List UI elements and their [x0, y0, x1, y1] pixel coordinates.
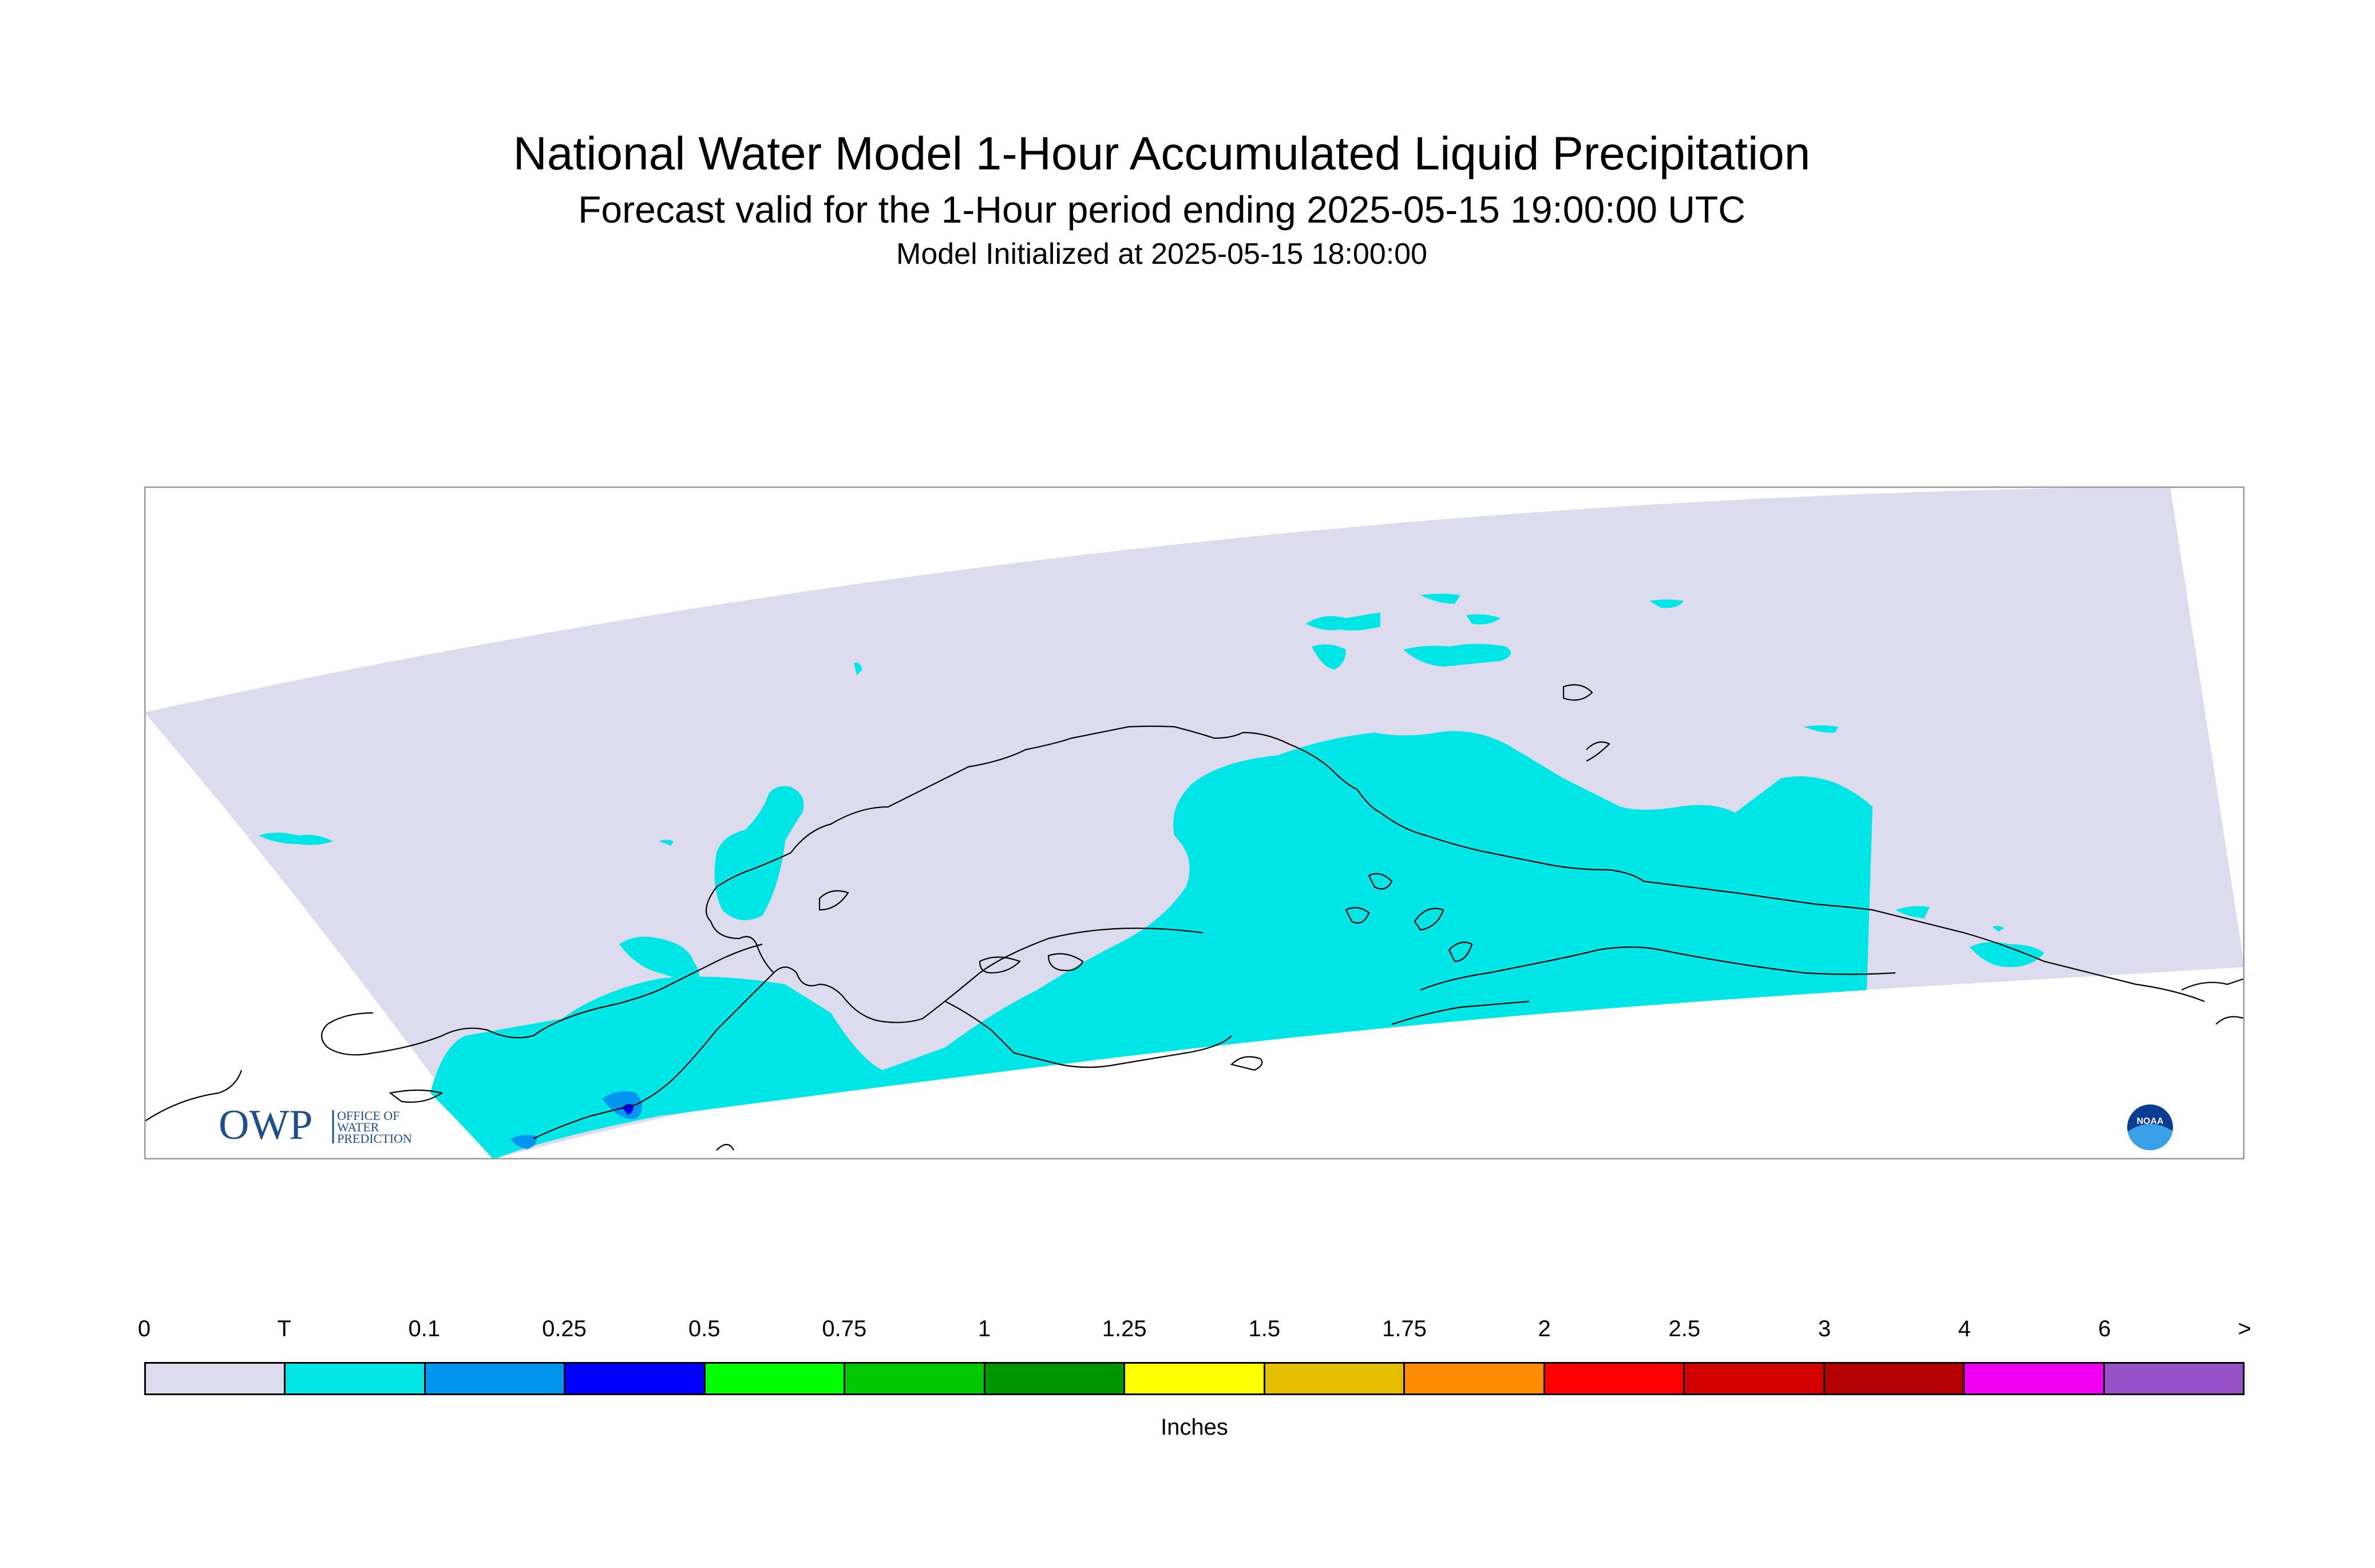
- legend-tick-label: >: [2238, 1316, 2251, 1341]
- owp-logo-letters: OWP: [219, 1102, 312, 1149]
- legend-tick-label: 0.75: [822, 1316, 867, 1341]
- legend-tick-label: 6: [2098, 1316, 2111, 1341]
- legend-swatch: [1545, 1364, 1685, 1393]
- legend-tick-label: 1.25: [1102, 1316, 1147, 1341]
- precipitation-map: OWP OFFICE OF WATER PREDICTION NOAA: [144, 486, 2245, 1159]
- precip-025-area: [622, 1104, 634, 1115]
- owp-logo-line2: WATER: [337, 1120, 379, 1134]
- noaa-logo: NOAA: [2125, 1102, 2175, 1153]
- legend-tick-label: 1: [977, 1316, 991, 1341]
- noaa-logo-text: NOAA: [2136, 1116, 2164, 1126]
- owp-logo-line1: OFFICE OF: [337, 1108, 399, 1123]
- legend-swatch: [146, 1364, 286, 1393]
- legend-swatch: [565, 1364, 706, 1393]
- legend-swatch: [705, 1364, 846, 1393]
- precip-01-area: [510, 1135, 537, 1149]
- legend-tick-label: 0.25: [542, 1316, 587, 1341]
- legend-color-bar: [144, 1362, 2245, 1395]
- legend-tick-label: 4: [1958, 1316, 1971, 1341]
- forecast-valid-subtitle: Forecast valid for the 1-Hour period end…: [578, 188, 1745, 231]
- legend-swatch: [1125, 1364, 1265, 1393]
- legend-swatch: [425, 1364, 566, 1393]
- legend-tick-label: 0.1: [408, 1316, 441, 1341]
- legend-swatch: [1685, 1364, 1825, 1393]
- legend-tick-label: T: [277, 1316, 291, 1341]
- legend-tick-label: 0: [137, 1316, 151, 1341]
- precip-01-area: [602, 1091, 642, 1119]
- legend-swatch: [1824, 1364, 1965, 1393]
- legend-swatch: [2104, 1364, 2243, 1393]
- legend-tick-label: 2: [1538, 1316, 1551, 1341]
- legend-tick-label: 1.75: [1382, 1316, 1427, 1341]
- legend-swatch: [286, 1364, 426, 1393]
- legend-swatch: [845, 1364, 985, 1393]
- legend-tick-label: 0.5: [688, 1316, 721, 1341]
- owp-logo-line3: PREDICTION: [337, 1131, 412, 1146]
- owp-logo: OWP OFFICE OF WATER PREDICTION: [219, 1102, 412, 1149]
- legend-swatch: [1265, 1364, 1406, 1393]
- legend-swatch: [1405, 1364, 1545, 1393]
- color-legend: 0 T 0.1 0.25 0.5 0.75 1 1.25 1.5 1.75 2 2.5 3 4 6 > Inc…: [138, 1316, 2251, 1448]
- legend-swatch: [985, 1364, 1126, 1393]
- coastlines: [144, 684, 2245, 1151]
- legend-units-label: Inches: [1161, 1415, 1228, 1440]
- legend-tick-label: 1.5: [1248, 1316, 1281, 1341]
- legend-tick-label: 3: [1818, 1316, 1831, 1341]
- legend-tick-label: 2.5: [1668, 1316, 1701, 1341]
- map-frame: [144, 486, 2245, 1159]
- model-init-subtitle: Model Initialized at 2025-05-15 18:00:00: [896, 237, 1427, 271]
- map-title: National Water Model 1-Hour Accumulated …: [513, 128, 1811, 180]
- legend-swatch: [1965, 1364, 2105, 1393]
- precip-trace-areas: [259, 593, 2044, 1159]
